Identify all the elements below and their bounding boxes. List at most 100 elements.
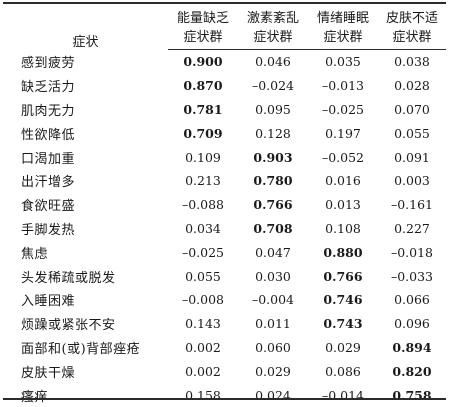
symptom-cell: 烦躁或紧张不安 xyxy=(21,318,116,334)
loading-value-cell: 0.011 xyxy=(255,316,291,332)
loading-value-cell: 0.013 xyxy=(325,197,361,213)
table-row: 焦虑 –0.025 0.047 0.880 –0.018 xyxy=(3,240,446,264)
loading-value-cell: 0.055 xyxy=(394,125,430,141)
loading-value-cell: 0.003 xyxy=(394,173,430,189)
table-row: 皮肤干燥 0.002 0.029 0.086 0.820 xyxy=(3,359,446,383)
table-row: 食欲旺盛 –0.088 0.766 0.013 –0.161 xyxy=(3,193,446,217)
loading-value-cell: 0.055 xyxy=(185,268,221,284)
loading-value-cell: –0.033 xyxy=(390,268,434,284)
loading-value-cell: 0.128 xyxy=(255,125,291,141)
table-row: 缺乏活力 0.870 –0.024 –0.013 0.028 xyxy=(3,74,446,98)
loading-value-cell: 0.894 xyxy=(392,339,432,355)
loading-value-cell: 0.143 xyxy=(185,316,221,332)
loading-value-cell: –0.013 xyxy=(321,78,365,94)
loading-value-cell: 0.743 xyxy=(323,316,363,332)
column-header-skin-line1: 皮肤不适 xyxy=(385,11,438,26)
table-row: 面部和(或)背部痤疮 0.002 0.060 0.029 0.894 xyxy=(3,336,446,360)
table-top-rule xyxy=(3,2,446,4)
loading-value-cell: 0.066 xyxy=(394,292,430,308)
loading-value-cell: –0.018 xyxy=(390,244,434,260)
loading-value-cell: –0.025 xyxy=(321,101,365,117)
symptom-cell: 焦虑 xyxy=(21,246,49,262)
table-body: 感到疲劳 0.900 0.046 0.035 0.038 缺乏活力 0.870 –0.024 –… xyxy=(3,50,446,407)
column-header-hormone-line2: 症状群 xyxy=(238,26,308,50)
loading-value-cell: 0.002 xyxy=(185,363,221,379)
loading-value-cell: 0.095 xyxy=(255,101,291,117)
column-header-hormone-line1: 激素紊乱 xyxy=(246,11,299,26)
symptom-cell: 感到疲劳 xyxy=(21,56,76,72)
loading-value-cell: 0.746 xyxy=(323,292,363,308)
loading-value-cell: 0.070 xyxy=(394,101,430,117)
loading-value-cell: 0.758 xyxy=(392,387,432,403)
symptom-cell: 皮肤干燥 xyxy=(21,365,76,381)
symptom-cell: 性欲降低 xyxy=(21,127,76,143)
loading-value-cell: 0.086 xyxy=(325,363,361,379)
loading-value-cell: –0.008 xyxy=(181,292,225,308)
symptom-cell: 头发稀疏或脱发 xyxy=(21,270,116,286)
loading-value-cell: 0.109 xyxy=(185,149,221,165)
table-row: 烦躁或紧张不安 0.143 0.011 0.743 0.096 xyxy=(3,312,446,336)
loading-value-cell: 0.060 xyxy=(255,339,291,355)
loading-value-cell: 0.028 xyxy=(394,78,430,94)
loading-value-cell: 0.780 xyxy=(253,173,293,189)
loading-value-cell: 0.035 xyxy=(325,54,361,70)
loading-value-cell: –0.025 xyxy=(181,244,225,260)
loading-value-cell: 0.820 xyxy=(392,363,432,379)
loading-value-cell: –0.052 xyxy=(321,149,365,165)
factor-loading-table: 症状 能量缺乏 激素紊乱 情绪睡眠 皮肤不适 症状群 症状群 症状群 症状群 感… xyxy=(3,4,446,407)
loading-value-cell: –0.024 xyxy=(251,78,295,94)
loading-value-cell: 0.900 xyxy=(183,54,223,70)
loading-value-cell: 0.708 xyxy=(253,220,293,236)
symptom-cell: 手脚发热 xyxy=(21,222,76,238)
loading-value-cell: 0.029 xyxy=(325,339,361,355)
loading-value-cell: 0.030 xyxy=(255,268,291,284)
loading-value-cell: 0.016 xyxy=(325,173,361,189)
column-header-skin-line2: 症状群 xyxy=(378,26,446,50)
loading-value-cell: 0.227 xyxy=(394,220,430,236)
table-row: 头发稀疏或脱发 0.055 0.030 0.766 –0.033 xyxy=(3,264,446,288)
loading-value-cell: –0.014 xyxy=(321,387,365,403)
symptom-cell: 入睡困难 xyxy=(21,294,76,310)
table-row: 瘙痒 0.158 0.024 –0.014 0.758 xyxy=(3,383,446,407)
column-header-energy-line2: 症状群 xyxy=(168,26,238,50)
symptom-column-header: 症状 xyxy=(72,34,99,50)
loading-value-cell: 0.903 xyxy=(253,149,293,165)
loading-value-cell: 0.108 xyxy=(325,220,361,236)
loading-value-cell: 0.047 xyxy=(255,244,291,260)
symptom-cell: 面部和(或)背部痤疮 xyxy=(21,341,141,357)
symptom-cell: 瘙痒 xyxy=(21,389,49,405)
loading-value-cell: 0.870 xyxy=(183,78,223,94)
table-header: 症状 能量缺乏 激素紊乱 情绪睡眠 皮肤不适 症状群 症状群 症状群 症状群 xyxy=(3,4,446,50)
loading-value-cell: 0.158 xyxy=(185,387,221,403)
column-header-mood-sleep-line2: 症状群 xyxy=(308,26,378,50)
table-row: 出汗增多 0.213 0.780 0.016 0.003 xyxy=(3,169,446,193)
table-row: 手脚发热 0.034 0.708 0.108 0.227 xyxy=(3,217,446,241)
loading-value-cell: –0.161 xyxy=(390,197,434,213)
table-row: 入睡困难 –0.008 –0.004 0.746 0.066 xyxy=(3,288,446,312)
loading-value-cell: 0.781 xyxy=(183,101,223,117)
symptom-cell: 口渴加重 xyxy=(21,151,76,167)
loading-value-cell: –0.088 xyxy=(181,197,225,213)
table-row: 性欲降低 0.709 0.128 0.197 0.055 xyxy=(3,121,446,145)
symptom-cell: 出汗增多 xyxy=(21,175,76,191)
column-header-energy-line1: 能量缺乏 xyxy=(176,11,229,26)
loading-value-cell: 0.038 xyxy=(394,54,430,70)
column-header-mood-sleep-line1: 情绪睡眠 xyxy=(316,11,369,26)
table-bottom-rule xyxy=(3,398,446,400)
loading-value-cell: 0.046 xyxy=(255,54,291,70)
loading-value-cell: 0.029 xyxy=(255,363,291,379)
loading-value-cell: 0.096 xyxy=(394,316,430,332)
loading-value-cell: 0.766 xyxy=(253,197,293,213)
loading-value-cell: 0.766 xyxy=(323,268,363,284)
loading-value-cell: 0.709 xyxy=(183,125,223,141)
table-row: 感到疲劳 0.900 0.046 0.035 0.038 xyxy=(3,50,446,74)
loading-value-cell: 0.024 xyxy=(255,387,291,403)
symptom-cell: 肌肉无力 xyxy=(21,103,76,119)
loading-value-cell: –0.004 xyxy=(251,292,295,308)
loading-value-cell: 0.091 xyxy=(394,149,430,165)
loading-value-cell: 0.002 xyxy=(185,339,221,355)
loading-value-cell: 0.213 xyxy=(185,173,221,189)
table-row: 口渴加重 0.109 0.903 –0.052 0.091 xyxy=(3,145,446,169)
loading-value-cell: 0.034 xyxy=(185,220,221,236)
